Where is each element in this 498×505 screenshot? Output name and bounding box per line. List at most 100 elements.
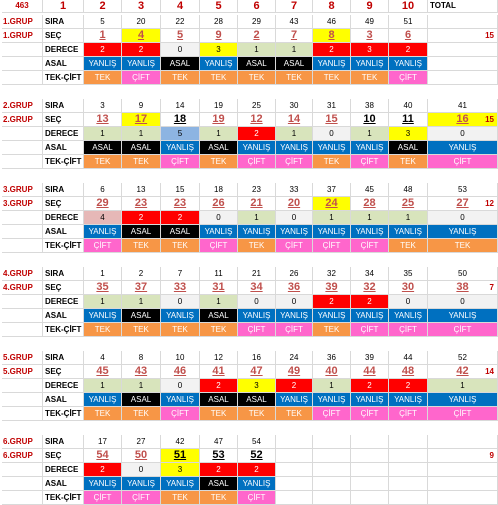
row-label-sira: SIRA [43, 351, 84, 365]
yanlis-cell: YANLIŞ [351, 57, 389, 71]
derece-value: 2 [84, 463, 122, 477]
sira-value: 27 [122, 435, 161, 449]
row-label-tekcift: TEK-ÇİFT [43, 491, 84, 505]
sira-value: 17 [84, 435, 122, 449]
row-label-asal: ASAL [43, 393, 84, 407]
row-label-derece: DERECE [43, 463, 84, 477]
derece-value: 2 [122, 43, 161, 57]
sira-value: 6 [84, 183, 122, 197]
sec-value: 10 [351, 113, 389, 127]
tek-cell: TEK [313, 323, 351, 337]
group-total: 9 [468, 449, 498, 463]
row-label-derece: DERECE [43, 379, 84, 393]
total-blank [468, 57, 498, 71]
total-blank [468, 477, 498, 491]
yanlis-cell: YANLIŞ [200, 57, 238, 71]
derece-value: 2 [200, 379, 238, 393]
tek-cell: TEK [84, 407, 122, 421]
yanlis-cell: YANLIŞ [122, 477, 161, 491]
derece-value: 3 [389, 127, 428, 141]
sec-value: 41 [200, 365, 238, 379]
asal-cell: ASAL [122, 141, 161, 155]
sec-value: 20 [276, 197, 313, 211]
tek-cell: TEK [200, 323, 238, 337]
row-label-sec: SEÇ [43, 365, 84, 379]
cift-cell: ÇİFT [122, 491, 161, 505]
sec-value: 14 [276, 113, 313, 127]
sira-value: 40 [389, 99, 428, 113]
sec-value: 13 [84, 113, 122, 127]
row-label-tekcift: TEK-ÇİFT [43, 239, 84, 253]
total-blank [468, 323, 498, 337]
asal-cell: ASAL [389, 141, 428, 155]
sira-value: 10 [161, 351, 200, 365]
sec-value: 50 [122, 449, 161, 463]
derece-value: 0 [161, 43, 200, 57]
sec-value: 9 [200, 29, 238, 43]
row-label-derece: DERECE [43, 211, 84, 225]
header-number: 1 [43, 0, 84, 13]
sira-value: 54 [238, 435, 276, 449]
header-number: 7 [276, 0, 313, 13]
total-blank [468, 435, 498, 449]
total-blank [468, 155, 498, 169]
sec-value: 18 [161, 113, 200, 127]
header-number: 4 [161, 0, 200, 13]
total-blank [468, 491, 498, 505]
header-count: 463 [2, 0, 43, 13]
derece-value: 0 [122, 463, 161, 477]
group-label-blank [2, 393, 43, 407]
sec-value: 24 [313, 197, 351, 211]
sec-value: 40 [313, 365, 351, 379]
sec-value: 45 [84, 365, 122, 379]
derece-value: 1 [351, 127, 389, 141]
asal-cell: ASAL [122, 393, 161, 407]
sec-value: 29 [84, 197, 122, 211]
derece-value: 1 [200, 127, 238, 141]
cift-cell: ÇİFT [389, 71, 428, 85]
group-name-repeat: 4.GRUP [2, 281, 43, 295]
sira-value: 30 [276, 99, 313, 113]
group-name: 1.GRUP [2, 15, 43, 29]
sec-value: 35 [84, 281, 122, 295]
row-label-asal: ASAL [43, 225, 84, 239]
tek-cell: TEK [389, 239, 428, 253]
asal-cell: ASAL [161, 225, 200, 239]
group-name: 5.GRUP [2, 351, 43, 365]
sira-value: 20 [122, 15, 161, 29]
yanlis-cell: YANLIŞ [351, 309, 389, 323]
sira-value: 36 [313, 351, 351, 365]
sira-value: 19 [200, 99, 238, 113]
tek-cell: TEK [122, 407, 161, 421]
empty-cell [351, 491, 389, 505]
tek-cell: TEK [200, 71, 238, 85]
sira-value: 31 [313, 99, 351, 113]
yanlis-cell: YANLIŞ [351, 141, 389, 155]
empty-cell [313, 477, 351, 491]
total-blank [468, 99, 498, 113]
empty-cell [276, 491, 313, 505]
row-label-derece: DERECE [43, 295, 84, 309]
group-total: 15 [468, 113, 498, 127]
sira-value: 32 [313, 267, 351, 281]
group-total: 15 [468, 29, 498, 43]
sira-value: 29 [238, 15, 276, 29]
tek-cell: TEK [161, 71, 200, 85]
row-label-asal: ASAL [43, 477, 84, 491]
cift-cell: ÇİFT [238, 155, 276, 169]
group-name: 2.GRUP [2, 99, 43, 113]
empty-cell [389, 449, 428, 463]
derece-value: 1 [389, 211, 428, 225]
sira-value: 4 [84, 351, 122, 365]
tek-cell: TEK [238, 71, 276, 85]
derece-value: 1 [238, 43, 276, 57]
derece-value: 2 [389, 379, 428, 393]
yanlis-cell: YANLIŞ [276, 141, 313, 155]
group-label-blank [2, 491, 43, 505]
sec-value: 21 [238, 197, 276, 211]
yanlis-cell: YANLIŞ [122, 57, 161, 71]
group-label-blank [2, 57, 43, 71]
cift-cell: ÇİFT [238, 491, 276, 505]
derece-value: 2 [238, 463, 276, 477]
sira-value: 1 [84, 267, 122, 281]
